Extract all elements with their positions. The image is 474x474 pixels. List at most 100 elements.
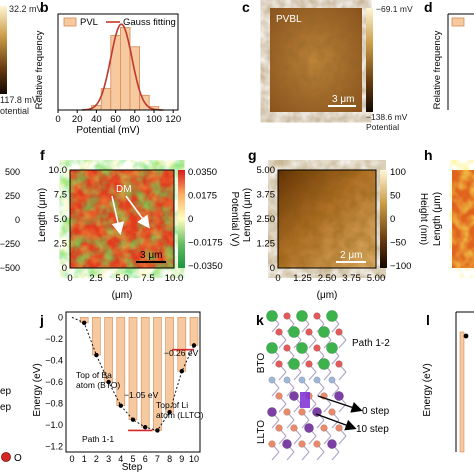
k-atom-o-llto [275,392,283,400]
c-cbar-bottom-label: −138.6 mV [366,112,408,122]
j-point-step-9 [179,369,184,374]
k-step10-label: 10 step [356,424,389,435]
j-point-step-2 [94,352,99,358]
edge-height-tick: 500 [5,167,20,177]
j-xticks: 0 1 2 3 4 5 6 7 8 9 10 [69,454,199,464]
k-atom-o [335,360,343,368]
g-yticks-label: 1.25 [257,239,276,250]
j-xtick-label: 8 [167,454,172,464]
k-bond [308,371,317,381]
k-atom-o [305,360,313,368]
b-xtick-label: 100 [146,114,162,125]
k-atom-o [275,328,283,336]
k-bond [293,435,302,445]
j-ytick-label: −0.2 [45,334,63,344]
k-atom-ba [266,342,278,354]
j-min-value-label: −1.05 eV [124,390,159,400]
k-step0-label: 0 step [362,406,390,417]
f-yticks: 10.0 7.5 5.0 2.5 0 [49,165,68,274]
k-bond [271,451,280,461]
k-bond [308,403,317,413]
k-atom-o [283,344,291,352]
g-colorbar [380,170,387,268]
k-bond [323,403,332,413]
g-yticks: 5.00 3.75 2.50 1.25 0 [257,165,276,274]
panel-letter-b: b [40,0,49,15]
k-atom-o-small [283,376,291,384]
j-xtick-label: 3 [106,454,111,464]
panel-k-structure: BTO LLTO Path 1-2 0 step 10 step [256,310,390,461]
f-dw-arrow-1 [111,195,125,236]
f-cticks-label: 0.0350 [188,167,217,178]
f-colorbar [178,170,185,268]
j-bar-step-9 [177,317,187,372]
panel-b-histogram: Relative frequency Potential (mV) 0 20 40 6… [34,13,181,136]
k-atom-o-llto [328,408,336,416]
f-cticks-label: −0.0175 [188,238,223,249]
k-atom-ba [288,358,300,370]
k-bond [316,451,325,461]
edge-left-bottom: ep ep O [0,386,22,464]
f-frame [69,169,175,269]
f-scalebar-label: 3 μm [140,250,162,261]
edge-height-tick: −250 [0,239,20,249]
k-atom-la [267,407,277,417]
k-bond [316,387,325,397]
edge-left-top: 32.2 mV 117.8 mV otential [0,4,43,116]
k-bond [338,435,347,445]
c-scalebar-label: 3 μm [332,94,354,105]
g-xticks-label: 0 [275,273,280,284]
f-xticks-label: 7.5 [141,273,154,284]
j-xtick-label: 0 [69,454,74,464]
g-ylabel: Length (μm) [242,188,253,242]
b-ylabel: Relative frequency [34,30,45,109]
j-point-step-6 [143,425,148,430]
h-ylabel: Length (μm) [432,192,443,246]
b-xtick-label: 60 [110,114,121,125]
j-point-step-4 [118,403,124,408]
g-cticks-label: −50 [390,238,406,249]
edge-legend-fragment-1: ep [0,386,12,397]
f-ylabel: Length (μm) [37,188,48,242]
k-layer-top-label: BTO [256,353,267,374]
k-bond [278,403,287,413]
panel-d-partial: Relative frequency [432,13,474,110]
j-ytick-label: −1.2 [45,442,63,452]
l-bar [459,331,465,453]
b-xtick-label: 120 [165,114,181,125]
d-ylabel: Relative frequency [432,30,443,109]
j-bar-step-10 [189,317,199,346]
f-annotation: DM [116,184,132,195]
b-xlabel: Potential (mV) [76,125,139,136]
k-atom-ba [266,310,278,322]
g-cticks-label: 100 [390,167,406,178]
k-bond [286,387,295,397]
f-yticks-label: 10.0 [49,165,68,176]
j-xtick-label: 4 [118,454,123,464]
panel-g-height-map: Length (μm) 2 μm 0 1.25 2.50 3.75 5.00 5.00 3… [242,165,429,301]
j-yticks: 0 −0.2 −0.4 −0.6 −0.8 −1.0 −1.2 [45,312,63,451]
d-legend-swatch [451,17,465,27]
panel-j-energy-profile: Energy (eV) Step 0 1 2 3 4 5 6 7 8 9 10 0−0.2−0.4−… [32,311,204,473]
j-points [82,320,197,433]
g-xticks-label: 5.00 [367,273,386,284]
j-top-li-label-line1: Top of Li [156,400,188,410]
b-axes-frame [57,13,179,111]
k-atom-o [335,328,343,336]
f-yticks-label: 5.0 [54,214,67,225]
k-atom-o [313,312,321,320]
b-legend: PVL Gauss fitting [63,17,176,28]
edge-height-tick: 0 [15,215,20,225]
f-xticks-label: 0 [67,273,72,284]
k-atom-ba [296,310,308,322]
j-bar-step-2 [92,317,101,356]
k-atom-la [312,407,322,417]
k-bond [271,387,280,397]
f-yticks-label: 0 [62,263,67,274]
k-bond [293,339,302,349]
j-xtick-label: 1 [82,454,87,464]
f-dw-arrow-2 [125,195,150,229]
j-point-step-5 [130,417,136,422]
b-gauss-fit-line [82,23,164,111]
